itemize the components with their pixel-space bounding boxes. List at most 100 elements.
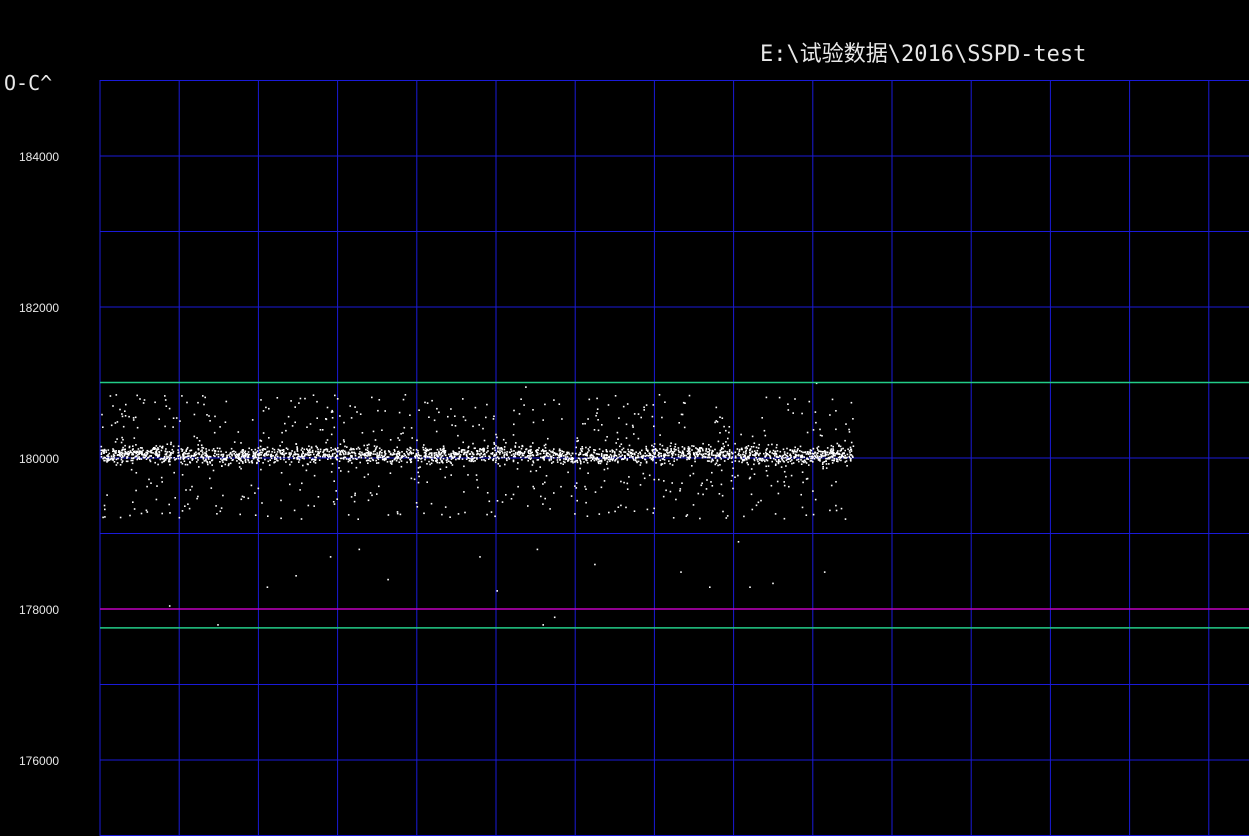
data-point [272,455,274,457]
data-point [727,444,729,447]
data-point [121,455,124,457]
data-point [454,415,456,417]
data-point [495,459,497,462]
data-point [745,452,747,455]
data-point [776,480,779,483]
data-point [301,447,304,449]
data-point [728,453,730,455]
data-point [593,456,595,458]
data-point [825,463,828,465]
data-point [665,449,668,451]
data-point [671,453,674,455]
data-point [786,454,788,457]
data-point [444,476,446,479]
data-point [136,450,139,453]
data-point [190,449,192,452]
data-point [560,485,562,488]
data-point [275,454,277,456]
data-point [844,461,847,463]
data-point [247,456,250,458]
data-point [719,456,722,459]
data-point [795,454,797,457]
data-point [439,448,442,450]
data-point [714,454,717,457]
data-point [704,456,706,459]
data-point [225,451,227,453]
data-point [226,457,229,459]
data-point [783,470,786,473]
data-point [663,454,665,457]
data-point [216,453,218,456]
data-point [480,452,482,455]
data-point [455,452,457,454]
data-point [214,455,216,458]
data-point [589,446,591,448]
data-point [208,415,210,417]
data-point [796,451,798,453]
data-point [561,452,564,455]
data-point [128,446,131,449]
data-point [561,450,563,452]
data-point [400,457,402,459]
data-point [718,454,720,456]
data-point [600,454,603,456]
data-point [708,454,710,457]
data-point [244,454,247,457]
data-point [132,417,135,419]
data-point [625,437,628,439]
outlier-point [594,563,596,566]
data-point [564,454,567,456]
data-point [374,453,376,455]
data-point [734,455,737,457]
data-point [527,505,529,507]
data-point [728,455,731,457]
data-point [237,431,240,433]
data-point [375,447,377,449]
data-point [120,452,122,454]
data-point [396,456,399,458]
data-point [121,449,123,452]
data-point [438,450,440,453]
data-point [464,511,466,514]
data-point [801,471,804,473]
data-point [394,450,396,452]
data-point [326,450,329,452]
data-point [590,459,592,462]
data-point [779,460,782,463]
data-point [578,453,580,456]
data-point [368,457,371,460]
data-point [177,457,180,460]
data-point [664,449,667,452]
data-point [166,457,168,459]
data-point [601,424,603,426]
data-point [298,461,300,463]
data-point [201,449,203,451]
data-point [709,456,711,459]
data-point [387,456,390,458]
data-point [350,448,353,451]
data-point [645,404,648,406]
data-point [575,482,578,484]
data-point [576,437,579,439]
data-point [197,448,200,451]
data-point [674,443,677,446]
data-point [179,420,181,422]
data-point [725,441,727,443]
data-point [678,422,680,424]
data-point [773,457,775,460]
data-point [785,465,787,467]
data-point [319,429,322,431]
data-point [738,460,740,463]
data-point [750,468,753,470]
data-point [835,428,837,431]
data-point [668,460,670,462]
data-point [517,462,519,464]
data-point [677,449,680,452]
data-point [309,456,311,459]
data-point [633,459,635,461]
data-point [257,453,260,455]
data-point [415,452,418,455]
data-point [791,450,794,453]
data-point [804,459,806,462]
data-point [417,449,419,452]
